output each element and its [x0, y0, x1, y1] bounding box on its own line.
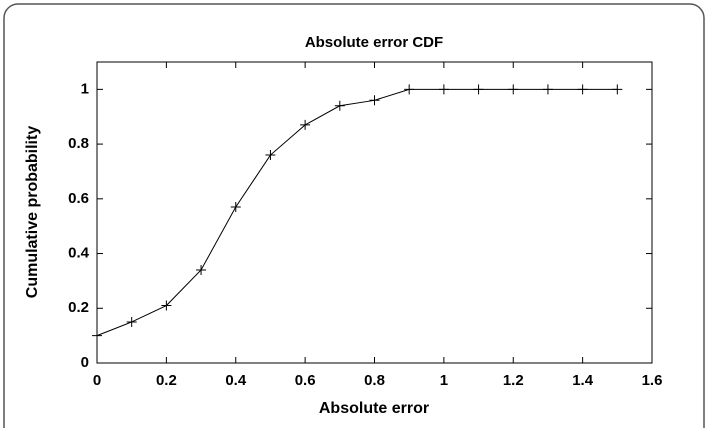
x-tick-label: 0	[93, 372, 101, 389]
x-axis-label: Absolute error	[319, 400, 429, 417]
x-tick-label: 0.4	[225, 372, 247, 389]
marker	[508, 84, 519, 95]
frame	[3, 3, 705, 428]
marker	[473, 84, 484, 95]
plot-area	[96, 61, 653, 364]
marker	[300, 119, 311, 130]
line	[96, 88, 618, 337]
x-tick-label: 0.6	[295, 372, 316, 389]
x-tick-label: 1	[440, 372, 448, 389]
marker	[265, 150, 276, 161]
marker	[438, 84, 449, 95]
y-axis-label: Cumulative probability	[24, 126, 41, 299]
x-tick-label: 0.8	[364, 372, 385, 389]
marker	[161, 300, 172, 311]
x-tick-label: 1.4	[572, 372, 594, 389]
marker	[369, 95, 380, 106]
marker	[230, 202, 241, 213]
marker	[577, 84, 588, 95]
chart-title: Absolute error CDF	[305, 34, 443, 51]
y-tick-label: 1	[81, 80, 89, 97]
marker	[196, 264, 207, 275]
marker	[404, 84, 415, 95]
y-tick-label: 0	[81, 354, 89, 371]
y-tick-label: 0.4	[68, 245, 90, 262]
y-tick-label: 0.8	[68, 135, 89, 152]
x-tick-label: 1.2	[503, 372, 524, 389]
marker	[126, 316, 137, 327]
y-tick-label: 0.2	[68, 299, 89, 316]
x-tick-label: 1.6	[642, 372, 663, 389]
marker	[334, 100, 345, 111]
marker	[612, 84, 623, 95]
x-tick-label: 0.2	[156, 372, 177, 389]
y-tick-label: 0.6	[68, 190, 89, 207]
marker	[92, 330, 102, 341]
marker	[542, 84, 553, 95]
